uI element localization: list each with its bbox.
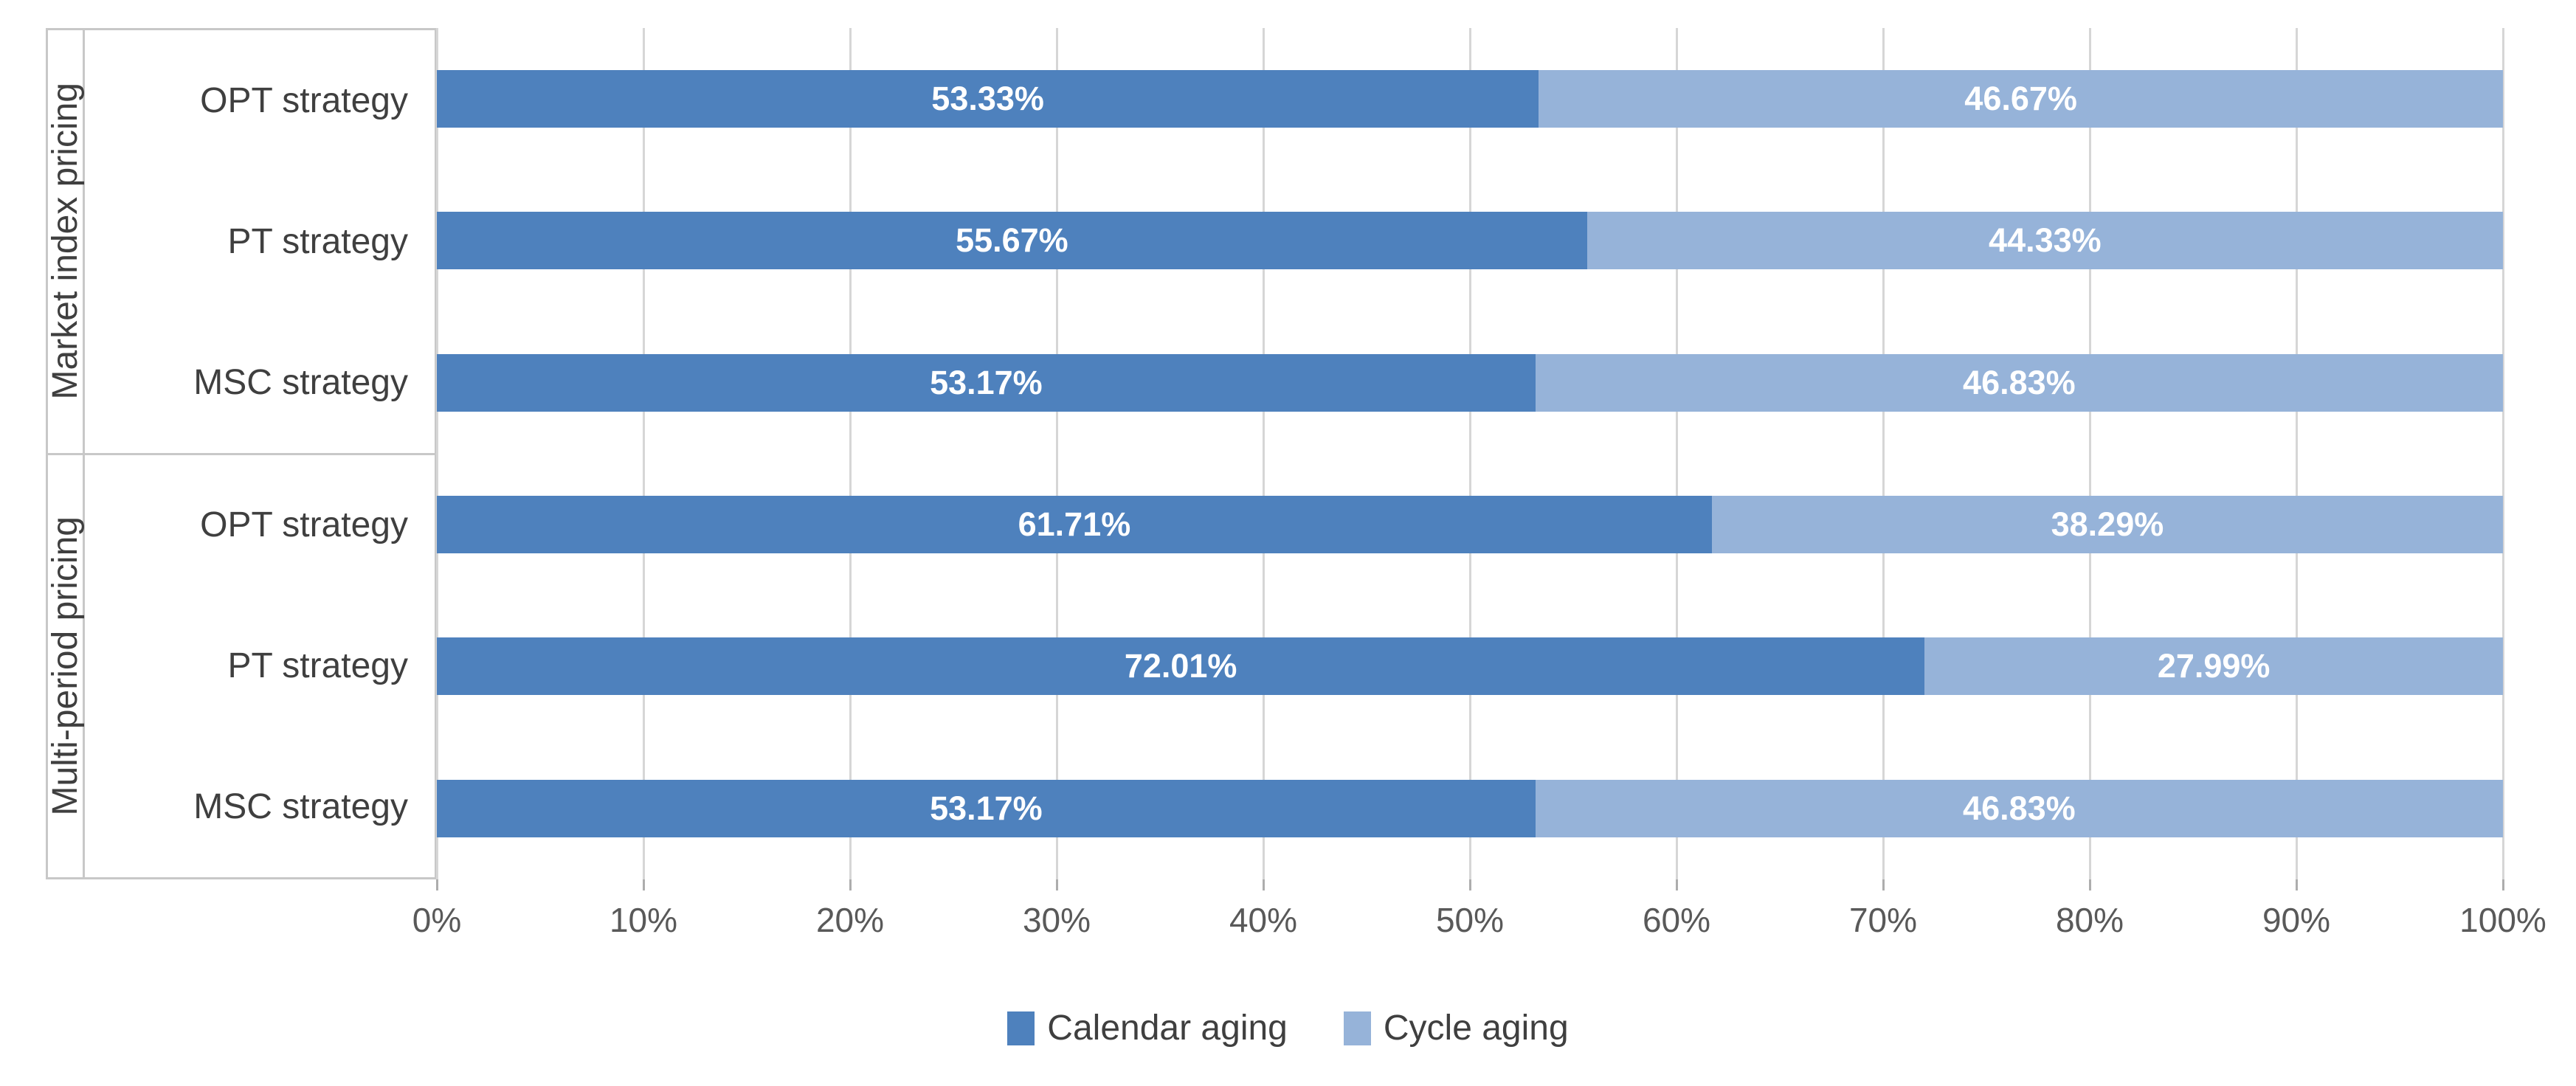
category-label-msc-strategy: MSC strategy (193, 787, 408, 827)
stacked-bar: 53.17% 46.83% (437, 353, 2503, 412)
bar-row: 53.17% 46.83% (437, 312, 2503, 454)
legend-item-cycle-aging: Cycle aging (1343, 1008, 1569, 1048)
group-name-cell: Multi-period pricing (46, 454, 85, 877)
x-axis-tick (2089, 879, 2091, 890)
bar-value-label: 72.01% (1124, 647, 1237, 685)
bar-row: 53.33% 46.67% (437, 28, 2503, 170)
x-axis-tick-label: 0% (412, 901, 462, 939)
x-axis-tick (1882, 879, 1885, 890)
x-axis-tick-label: 30% (1022, 901, 1091, 939)
category-label-opt-strategy: OPT strategy (200, 80, 408, 120)
calendar-aging-segment: 53.17% (437, 353, 1536, 412)
calendar-aging-segment: 53.33% (437, 70, 1539, 128)
category-labels-market: OPT strategy PT strategy MSC strategy (85, 30, 435, 453)
bar-rows: 53.33% 46.67% 55.67% 44.33% 53.17% 46.83% 61.7… (437, 28, 2503, 879)
gridline (643, 28, 645, 879)
cycle-aging-segment: 46.83% (1535, 779, 2503, 837)
category-label-msc-strategy: MSC strategy (193, 362, 408, 402)
legend: Calendar aging Cycle aging (0, 1008, 2576, 1048)
cycle-aging-segment: 46.67% (1539, 70, 2503, 128)
bar-value-label: 55.67% (956, 221, 1068, 260)
x-axis-tick-label: 50% (1435, 901, 1505, 939)
group-label-market-index-pricing: Market index pricing (46, 83, 85, 400)
group-row-market-index-pricing: Market index pricing OPT strategy PT str… (46, 30, 435, 455)
legend-swatch-cycle-aging-icon (1343, 1011, 1371, 1045)
bar-value-label: 38.29% (2051, 505, 2164, 544)
x-axis-tick (2296, 879, 2298, 890)
stacked-bar: 53.33% 46.67% (437, 70, 2503, 128)
bar-row: 55.67% 44.33% (437, 170, 2503, 311)
cycle-aging-segment: 27.99% (1924, 637, 2503, 696)
bar-value-label: 53.17% (930, 789, 1043, 827)
x-axis-tick (849, 879, 852, 890)
legend-swatch-calendar-aging-icon (1007, 1011, 1035, 1045)
legend-label-cycle-aging: Cycle aging (1383, 1009, 1569, 1048)
gridline (849, 28, 852, 879)
x-axis-tick-label: 40% (1229, 901, 1298, 939)
x-axis-tick (2502, 879, 2504, 890)
gridline (2502, 28, 2504, 879)
x-axis-tick-label: 90% (2262, 901, 2331, 939)
stacked-bar: 55.67% 44.33% (437, 212, 2503, 270)
x-axis-tick (1676, 879, 1678, 890)
bar-row: 61.71% 38.29% (437, 454, 2503, 595)
bar-value-label: 53.33% (931, 80, 1044, 118)
gridline (1263, 28, 1265, 879)
category-label-opt-strategy: OPT strategy (200, 505, 408, 545)
category-axis-panel: Market index pricing OPT strategy PT str… (46, 28, 437, 879)
legend-item-calendar-aging: Calendar aging (1007, 1008, 1288, 1048)
gridline (1056, 28, 1058, 879)
gridline (1882, 28, 1885, 879)
x-axis-tick (1263, 879, 1265, 890)
bar-value-label: 44.33% (1989, 221, 2102, 260)
cycle-aging-segment: 46.83% (1535, 353, 2503, 412)
calendar-aging-segment: 53.17% (437, 779, 1536, 837)
calendar-aging-segment: 61.71% (437, 496, 1712, 554)
group-label-multi-period-pricing: Multi-period pricing (46, 516, 85, 816)
category-labels-multi-period: OPT strategy PT strategy MSC strategy (85, 455, 435, 878)
category-label-pt-strategy: PT strategy (227, 646, 408, 686)
stacked-bar: 61.71% 38.29% (437, 496, 2503, 554)
cycle-aging-segment: 38.29% (1711, 496, 2503, 554)
bar-row: 72.01% 27.99% (437, 595, 2503, 737)
legend-label-calendar-aging: Calendar aging (1047, 1009, 1288, 1048)
x-axis-tick-label: 100% (2459, 901, 2546, 939)
bar-value-label: 46.83% (1963, 363, 2076, 401)
bar-value-label: 46.83% (1963, 789, 2076, 827)
group-row-multi-period-pricing: Multi-period pricing OPT strategy PT str… (46, 454, 435, 878)
gridline (1676, 28, 1678, 879)
bar-value-label: 46.67% (1964, 80, 2077, 118)
x-axis-tick (436, 879, 438, 890)
calendar-aging-segment: 55.67% (437, 212, 1587, 270)
calendar-aging-segment: 72.01% (437, 637, 1925, 696)
stacked-bar: 53.17% 46.83% (437, 779, 2503, 837)
x-axis-tick-label: 20% (815, 901, 885, 939)
x-axis-tick (1056, 879, 1058, 890)
x-axis-tick (643, 879, 645, 890)
x-axis-tick-label: 60% (1642, 901, 1711, 939)
bar-row: 53.17% 46.83% (437, 738, 2503, 879)
x-axis-tick (1469, 879, 1471, 890)
x-axis-tick-label: 10% (609, 901, 678, 939)
group-name-cell: Market index pricing (46, 30, 85, 453)
cycle-aging-segment: 44.33% (1586, 212, 2503, 270)
gridline (2296, 28, 2298, 879)
gridline (436, 28, 438, 879)
bar-value-label: 53.17% (930, 363, 1043, 401)
plot-area: 53.33% 46.67% 55.67% 44.33% 53.17% 46.83% 61.7… (436, 28, 2504, 879)
stacked-bar: 72.01% 27.99% (437, 637, 2503, 696)
x-axis-tick-label: 70% (1848, 901, 1918, 939)
gridline-layer (436, 28, 2504, 879)
bar-value-label: 61.71% (1018, 505, 1131, 544)
x-axis-tick-label: 80% (2055, 901, 2124, 939)
bar-value-label: 27.99% (2157, 647, 2271, 685)
category-label-pt-strategy: PT strategy (227, 221, 408, 261)
gridline (2089, 28, 2091, 879)
gridline (1469, 28, 1471, 879)
